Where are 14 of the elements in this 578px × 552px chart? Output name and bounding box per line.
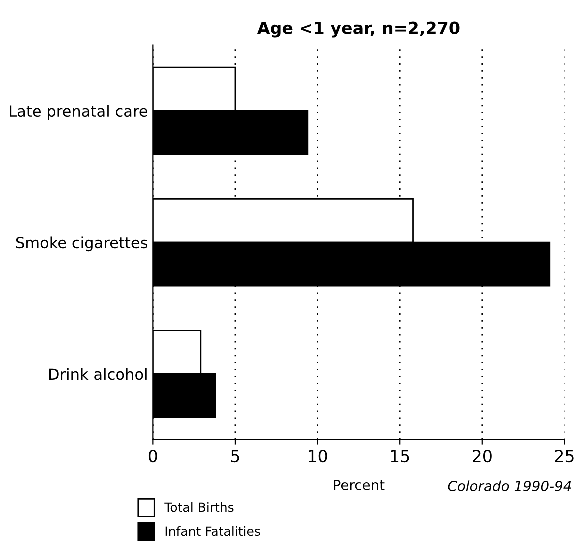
x-tick-label: 10	[309, 450, 328, 463]
x-tick-label: 5	[231, 450, 240, 463]
legend-label: Total Births	[164, 502, 234, 512]
text: Colorado 1990-94	[448, 480, 572, 492]
x-tick-label: 25	[555, 450, 574, 463]
legend-label: Infant Fatalities	[166, 526, 260, 536]
y-tick-label: Smoke cigarettes	[16, 236, 148, 252]
x-tick-label: 15	[391, 450, 410, 463]
x-axis-title: Percent	[334, 480, 385, 490]
x-tick-label: 0	[148, 450, 158, 463]
chart-title: Age <1 year, n=2,270	[257, 22, 460, 38]
x-tick-label: 20	[473, 450, 492, 463]
y-tick-label: Late prenatal care	[10, 105, 148, 120]
y-tick-label: Drink alcohol	[50, 368, 147, 380]
